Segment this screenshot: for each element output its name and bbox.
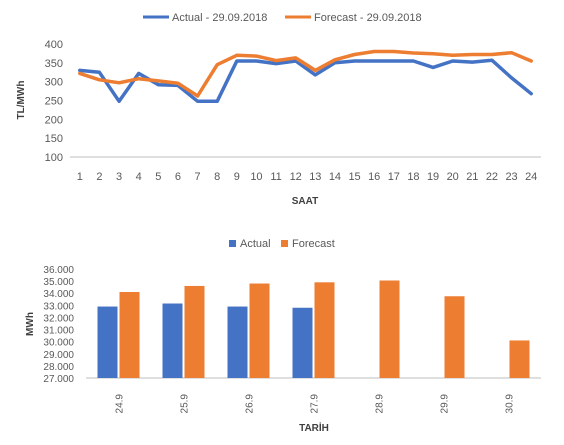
bar-chart-y-tick-label: 36.000 bbox=[43, 265, 74, 276]
line-chart-x-axis-label: SAAT bbox=[292, 196, 318, 207]
bar-chart-x-tick-label: 30.9 bbox=[505, 394, 516, 414]
line-chart-x-tick-label: 23 bbox=[505, 171, 517, 183]
bar-chart-x-axis-label: TARİH bbox=[299, 421, 329, 434]
bar-chart-y-tick-label: 33.000 bbox=[43, 301, 74, 312]
bar-chart-y-tick-label: 29.000 bbox=[43, 350, 74, 361]
line-chart-y-tick-labels: 100 150 200 250 300 350 400 bbox=[45, 39, 63, 164]
line-chart-x-tick-label: 2 bbox=[96, 171, 102, 183]
bar-forecast-28-9 bbox=[379, 280, 400, 378]
series-line-forecast-29-09-2018 bbox=[78, 49, 533, 98]
bar-chart-legend: Actual Forecast bbox=[229, 238, 335, 250]
line-chart-x-tick-label: 24 bbox=[525, 171, 537, 183]
bar-actual-26-9 bbox=[227, 306, 248, 378]
bar-chart-x-tick-label: 24.9 bbox=[115, 394, 126, 414]
bar-actual-24-9 bbox=[97, 306, 118, 378]
daily-consumption-bar-chart: Actual Forecast 27.00028.00029.00030.0003… bbox=[25, 238, 541, 434]
line-chart-x-tick-label: 15 bbox=[348, 171, 360, 183]
line-chart-x-tick-label: 10 bbox=[250, 171, 262, 183]
line-chart-x-tick-label: 13 bbox=[309, 171, 321, 183]
line-chart-x-tick-label: 19 bbox=[427, 171, 439, 183]
legend-entry-actual: Actual bbox=[229, 238, 271, 250]
bar-forecast-27-9 bbox=[314, 282, 335, 378]
bar-chart-x-tick-label: 29.9 bbox=[440, 394, 451, 414]
bar-chart-x-tick-label: 26.9 bbox=[245, 394, 256, 414]
bar-chart-y-axis-label: MWh bbox=[25, 312, 36, 336]
line-chart-y-tick-label: 100 bbox=[45, 152, 63, 164]
bar-chart-y-tick-label: 31.000 bbox=[43, 326, 74, 337]
legend-entry-forecast: Forecast bbox=[281, 238, 335, 250]
legend-swatch bbox=[281, 240, 288, 247]
hourly-price-line-chart: Actual - 29.09.2018 Forecast - 29.09.2018… bbox=[16, 12, 541, 207]
line-chart-y-tick-label: 200 bbox=[45, 114, 63, 126]
series-line-actual-29-09-2018 bbox=[78, 58, 533, 104]
bar-chart-x-tick-labels: 24.9 25.9 26.9 27.9 28.9 29.9 30.9 bbox=[115, 394, 516, 414]
line-chart-y-tick-label: 300 bbox=[45, 77, 63, 89]
line-chart-x-tick-label: 21 bbox=[466, 171, 478, 183]
bar-forecast-30-9 bbox=[509, 340, 530, 378]
bar-chart-x-tick-label: 25.9 bbox=[180, 394, 191, 414]
bar-forecast-26-9 bbox=[249, 283, 270, 378]
bar-forecast-24-9 bbox=[119, 292, 140, 378]
line-chart-x-tick-label: 5 bbox=[155, 171, 161, 183]
bar-chart-bars bbox=[97, 280, 530, 378]
line-chart-y-tick-label: 150 bbox=[45, 133, 63, 145]
line-chart-x-tick-labels: 1 2 3 4 5 6 7 8 9 10 11 12 13 14 15 16 17 18 19 20 21 22 23 24 bbox=[77, 171, 538, 183]
line-chart-x-tick-label: 17 bbox=[388, 171, 400, 183]
line-chart-x-tick-label: 16 bbox=[368, 171, 380, 183]
bar-actual-27-9 bbox=[292, 307, 313, 378]
legend-entry-actual-29-09-2018: Actual - 29.09.2018 bbox=[143, 12, 267, 24]
legend-swatch bbox=[229, 240, 236, 247]
line-chart-x-tick-label: 3 bbox=[116, 171, 122, 183]
legend-label: Forecast - 29.09.2018 bbox=[314, 12, 422, 24]
bar-chart-y-tick-label: 30.000 bbox=[43, 338, 74, 349]
line-chart-y-tick-label: 350 bbox=[45, 58, 63, 70]
line-chart-x-tick-label: 1 bbox=[77, 171, 83, 183]
bar-chart-y-tick-label: 35.000 bbox=[43, 277, 74, 288]
line-chart-x-tick-label: 8 bbox=[214, 171, 220, 183]
line-chart-x-tick-label: 20 bbox=[447, 171, 459, 183]
line-chart-x-tick-label: 4 bbox=[136, 171, 142, 183]
bar-chart-y-tick-label: 32.000 bbox=[43, 313, 74, 324]
legend-label: Actual bbox=[240, 238, 271, 250]
line-chart-x-tick-label: 22 bbox=[486, 171, 498, 183]
line-chart-x-tick-label: 7 bbox=[195, 171, 201, 183]
legend-label: Forecast bbox=[292, 238, 335, 250]
line-chart-y-axis-label: TL/MWh bbox=[16, 81, 27, 120]
line-chart-x-tick-label: 18 bbox=[407, 171, 419, 183]
bar-chart-y-tick-label: 27.000 bbox=[43, 374, 74, 385]
bar-chart-x-tick-label: 27.9 bbox=[310, 394, 321, 414]
bar-actual-25-9 bbox=[162, 303, 183, 378]
line-chart-x-tick-label: 9 bbox=[234, 171, 240, 183]
bar-chart-y-tick-label: 34.000 bbox=[43, 289, 74, 300]
line-chart-legend: Actual - 29.09.2018 Forecast - 29.09.2018 bbox=[143, 12, 422, 24]
line-chart-x-tick-label: 12 bbox=[290, 171, 302, 183]
legend-entry-forecast-29-09-2018: Forecast - 29.09.2018 bbox=[285, 12, 422, 24]
legend-label: Actual - 29.09.2018 bbox=[172, 12, 267, 24]
line-chart-y-tick-label: 250 bbox=[45, 96, 63, 108]
line-chart-x-tick-label: 11 bbox=[270, 171, 281, 183]
line-chart-x-tick-label: 6 bbox=[175, 171, 181, 183]
bar-forecast-29-9 bbox=[444, 296, 465, 378]
line-chart-y-tick-label: 400 bbox=[45, 39, 63, 51]
line-chart-x-tick-label: 14 bbox=[329, 171, 341, 183]
bar-chart-y-tick-label: 28.000 bbox=[43, 362, 74, 373]
bar-chart-x-tick-label: 28.9 bbox=[375, 394, 386, 414]
bar-forecast-25-9 bbox=[184, 285, 205, 378]
line-chart-series bbox=[78, 49, 533, 104]
